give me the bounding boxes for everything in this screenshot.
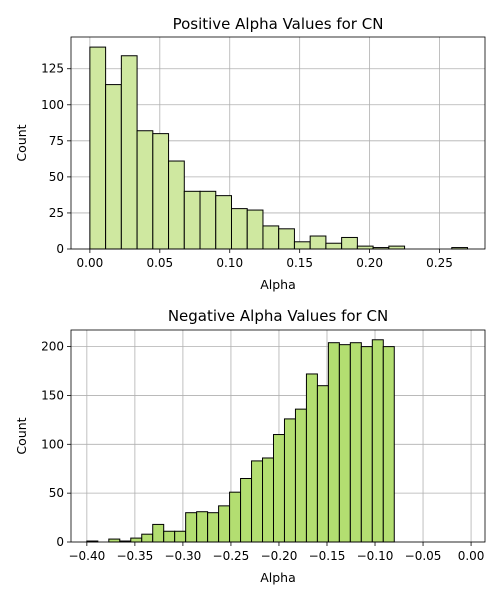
- histogram-bar: [356, 245, 374, 250]
- y-tick-label: 25: [49, 206, 64, 220]
- histogram-bar: [185, 512, 198, 543]
- histogram-bar: [136, 130, 154, 250]
- histogram-bar: [105, 84, 122, 250]
- y-tick-label: 0: [56, 535, 64, 549]
- histogram-bar: [215, 195, 232, 250]
- x-tick-label: −0.10: [357, 549, 394, 563]
- x-tick-label: −0.30: [165, 549, 202, 563]
- histogram-bar: [283, 418, 296, 543]
- histogram-bar: [349, 342, 362, 543]
- histogram-bar: [120, 55, 138, 250]
- histogram-bar: [316, 385, 329, 543]
- x-tick-label: 0.05: [146, 256, 173, 270]
- chart-title: Negative Alpha Values for CN: [168, 307, 388, 325]
- histogram-bar: [240, 477, 253, 543]
- y-tick-label: 125: [41, 62, 64, 76]
- x-tick-label: −0.35: [116, 549, 153, 563]
- histogram-bar: [388, 245, 406, 250]
- x-axis-label: Alpha: [260, 277, 296, 292]
- histogram-bar: [309, 235, 327, 250]
- histogram-negative: −0.40 −0.35 −0.30 −0.25 −0.20 −0.15 −0.10 −0.05…: [14, 307, 486, 585]
- x-tick-label: 0.00: [77, 256, 104, 270]
- histogram-bar: [341, 236, 358, 250]
- x-tick-label: −0.20: [261, 549, 298, 563]
- y-tick-label: 150: [41, 388, 64, 402]
- chart-title: Positive Alpha Values for CN: [173, 15, 384, 33]
- histogram-bar: [327, 342, 340, 543]
- histogram-bar: [382, 346, 395, 543]
- x-axis-label: Alpha: [260, 570, 296, 585]
- histogram-bar: [294, 408, 307, 543]
- histogram-bar: [207, 512, 220, 543]
- histogram-bar: [89, 46, 107, 250]
- histogram-bar: [183, 190, 201, 250]
- x-tick-label: 0.10: [216, 256, 243, 270]
- y-axis-label: Count: [14, 124, 29, 161]
- histogram-bar: [325, 242, 343, 250]
- y-tick-label: 0: [56, 242, 64, 256]
- histogram-bar: [152, 523, 165, 543]
- histogram-bar: [141, 533, 154, 543]
- x-tick-label: −0.25: [213, 549, 250, 563]
- histogram-bar: [293, 241, 311, 250]
- histogram-bar: [371, 339, 384, 543]
- histogram-bar: [246, 209, 264, 250]
- histogram-positive: 0.00 0.05 0.10 0.15 0.20 0.25 0 25 50 75 100 125 Pos…: [14, 15, 486, 292]
- histogram-bar: [278, 228, 295, 250]
- histogram-bar: [199, 190, 217, 250]
- histogram-bar: [230, 208, 248, 250]
- histogram-bar: [251, 460, 264, 543]
- y-axis-label: Count: [14, 417, 29, 454]
- histogram-bar: [218, 505, 231, 543]
- histogram-bar: [174, 530, 187, 543]
- histogram-bar: [272, 434, 285, 543]
- x-tick-label: 0.20: [356, 256, 383, 270]
- histogram-bar: [130, 537, 143, 543]
- x-tick-label: 0.00: [458, 549, 485, 563]
- histogram-bar: [262, 457, 274, 543]
- y-tick-label: 200: [41, 340, 64, 354]
- plot-frame: [70, 36, 486, 250]
- x-tick-label: −0.05: [405, 549, 442, 563]
- histogram-bar: [262, 225, 280, 250]
- histogram-bar: [305, 373, 318, 543]
- y-tick-label: 50: [49, 486, 64, 500]
- y-tick-label: 50: [49, 170, 64, 184]
- histogram-bar: [108, 538, 121, 543]
- x-tick-label: −0.40: [68, 549, 105, 563]
- y-tick-label: 75: [49, 134, 64, 148]
- histogram-bar: [168, 160, 185, 250]
- histogram-bar: [360, 346, 373, 543]
- histogram-bar: [196, 511, 209, 543]
- histogram-bar: [163, 530, 176, 543]
- histogram-bar: [338, 344, 351, 543]
- histogram-bar: [152, 133, 170, 250]
- y-tick-label: 100: [41, 437, 64, 451]
- x-tick-label: 0.15: [286, 256, 313, 270]
- x-tick-label: 0.25: [426, 256, 453, 270]
- x-tick-label: −0.15: [309, 549, 346, 563]
- histogram-bar: [229, 491, 242, 543]
- y-tick-label: 100: [41, 98, 64, 112]
- plot-frame: [70, 329, 486, 543]
